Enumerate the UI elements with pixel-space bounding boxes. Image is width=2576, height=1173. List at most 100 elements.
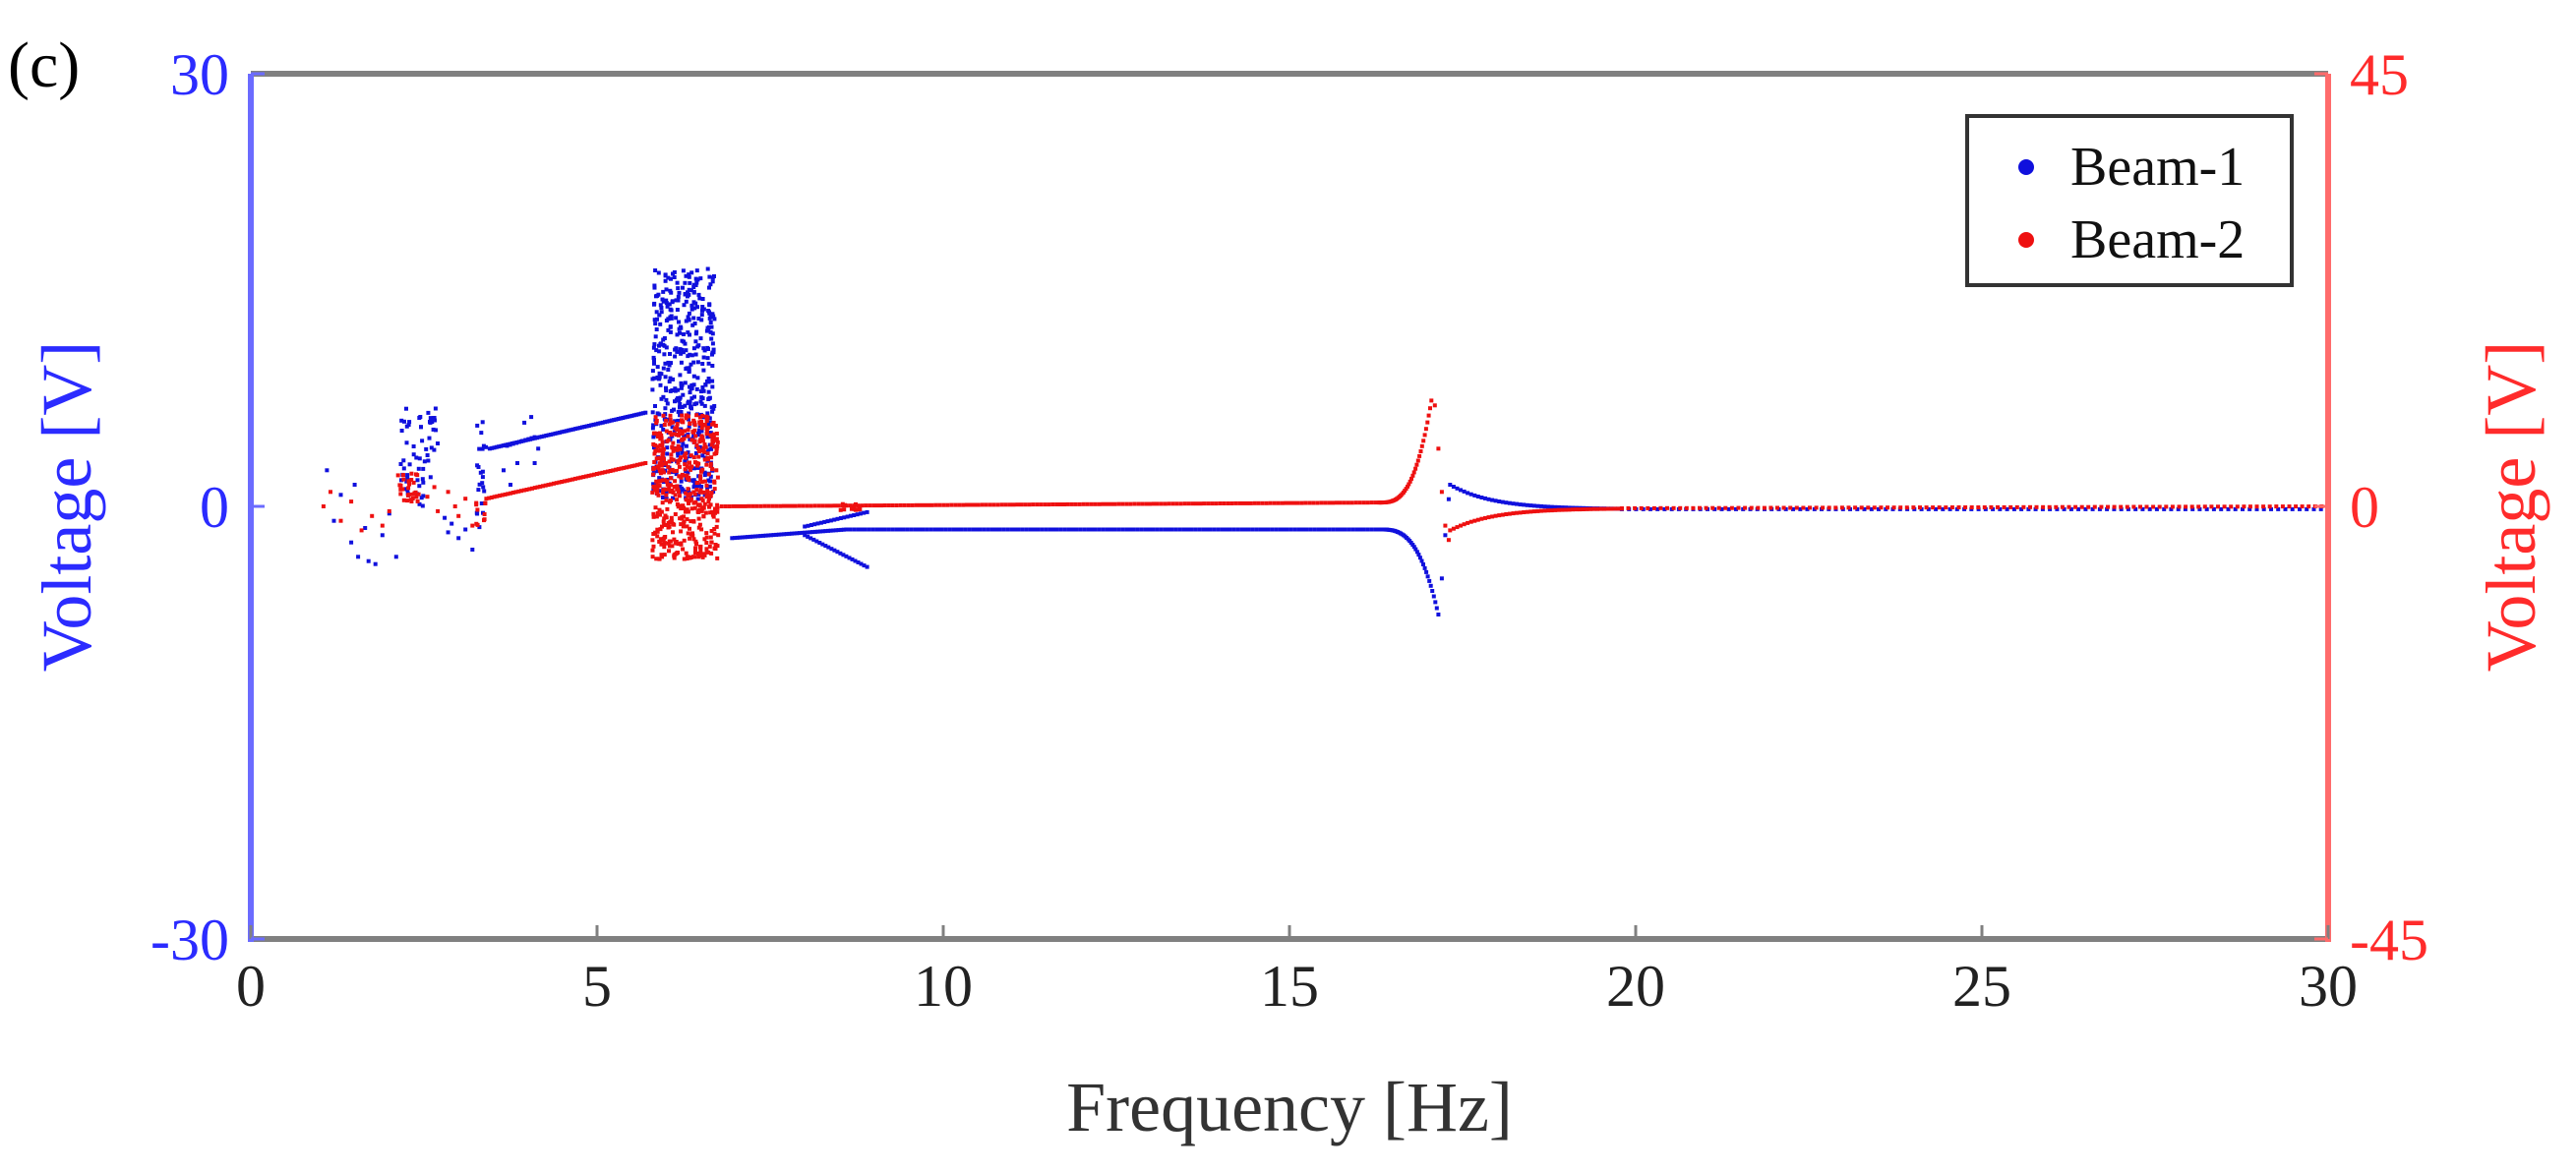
- point-beam-1: [1525, 502, 1529, 507]
- point-beam-2: [999, 502, 1004, 507]
- point-beam-2: [672, 553, 677, 557]
- point-beam-1: [331, 518, 336, 523]
- point-beam-1: [1258, 527, 1263, 532]
- point-beam-1: [859, 561, 864, 566]
- point-beam-1: [526, 437, 531, 441]
- point-beam-2: [655, 510, 660, 515]
- point-beam-2: [521, 488, 526, 493]
- point-beam-1: [2233, 506, 2238, 511]
- point-beam-1: [399, 478, 403, 483]
- point-beam-1: [1013, 527, 1017, 532]
- point-beam-2: [1879, 505, 1884, 510]
- point-beam-2: [655, 486, 660, 491]
- point-beam-1: [2055, 506, 2060, 511]
- point-beam-2: [735, 503, 740, 508]
- point-beam-1: [513, 440, 518, 445]
- point-beam-2: [676, 551, 680, 555]
- point-beam-2: [1050, 502, 1055, 506]
- point-beam-2: [1338, 500, 1343, 505]
- point-beam-1: [1941, 506, 1946, 511]
- point-beam-2: [1891, 505, 1896, 510]
- point-beam-2: [463, 497, 468, 501]
- point-beam-2: [704, 531, 709, 536]
- point-beam-1: [691, 485, 696, 490]
- point-beam-2: [2254, 504, 2259, 509]
- point-beam-2: [1132, 501, 1137, 506]
- point-beam-1: [2241, 506, 2245, 511]
- point-beam-2: [1140, 501, 1145, 506]
- point-beam-1: [677, 290, 682, 295]
- point-beam-1: [651, 423, 656, 428]
- point-beam-1: [629, 413, 634, 418]
- point-beam-1: [842, 515, 847, 520]
- point-beam-2: [1346, 500, 1350, 505]
- point-beam-1: [1422, 565, 1427, 570]
- point-beam-2: [321, 504, 326, 508]
- point-beam-2: [629, 464, 634, 469]
- point-beam-1: [1431, 594, 1436, 599]
- point-beam-2: [689, 519, 693, 524]
- point-beam-1: [535, 436, 540, 440]
- point-beam-1: [936, 527, 940, 532]
- point-beam-1: [705, 411, 710, 416]
- point-beam-2: [875, 503, 879, 508]
- point-beam-2: [682, 538, 687, 543]
- point-beam-2: [1011, 502, 1016, 507]
- point-beam-2: [2112, 504, 2117, 509]
- point-beam-1: [605, 419, 610, 424]
- point-beam-1: [591, 422, 596, 427]
- point-beam-1: [562, 429, 567, 434]
- point-beam-1: [681, 441, 686, 446]
- point-beam-1: [2211, 506, 2216, 511]
- point-beam-1: [401, 466, 406, 471]
- point-beam-2: [1422, 433, 1427, 438]
- point-beam-1: [1475, 495, 1480, 499]
- point-beam-2: [661, 450, 666, 455]
- left-y-tick-label: 0: [200, 475, 229, 540]
- point-beam-1: [693, 276, 698, 281]
- point-beam-1: [539, 435, 544, 440]
- point-beam-2: [682, 557, 687, 561]
- point-beam-2: [398, 483, 403, 488]
- point-beam-2: [702, 537, 707, 542]
- point-beam-2: [697, 503, 702, 507]
- point-beam-2: [693, 434, 698, 439]
- point-beam-1: [1497, 499, 1502, 503]
- point-beam-2: [704, 547, 709, 552]
- point-beam-2: [715, 444, 720, 448]
- point-beam-2: [685, 464, 689, 469]
- point-beam-1: [779, 532, 784, 537]
- point-beam-2: [1043, 502, 1048, 507]
- point-beam-1: [865, 564, 869, 569]
- point-beam-1: [659, 310, 664, 315]
- point-beam-2: [1937, 505, 1942, 510]
- point-beam-2: [805, 503, 809, 508]
- point-beam-2: [1483, 515, 1487, 520]
- point-beam-2: [1081, 501, 1086, 506]
- point-beam-2: [1560, 507, 1565, 512]
- point-beam-1: [2247, 506, 2252, 511]
- point-beam-2: [1101, 501, 1106, 506]
- point-beam-2: [659, 436, 664, 440]
- point-beam-2: [698, 548, 703, 553]
- point-beam-1: [706, 347, 710, 351]
- point-beam-1: [1316, 527, 1321, 532]
- point-beam-1: [686, 450, 690, 455]
- point-beam-1: [704, 328, 709, 333]
- point-beam-2: [661, 446, 666, 451]
- point-beam-1: [1531, 503, 1536, 508]
- point-beam-1: [417, 456, 422, 461]
- point-beam-1: [659, 306, 664, 310]
- point-beam-2: [2242, 504, 2247, 509]
- point-beam-2: [650, 548, 655, 553]
- point-beam-1: [852, 513, 857, 517]
- point-beam-2: [1455, 525, 1460, 530]
- point-beam-1: [684, 443, 689, 448]
- point-beam-2: [692, 420, 697, 425]
- point-beam-2: [857, 504, 862, 509]
- point-beam-1: [684, 348, 689, 353]
- point-beam-1: [2076, 506, 2081, 511]
- point-beam-2: [739, 503, 744, 508]
- point-beam-1: [569, 428, 573, 433]
- point-beam-2: [651, 485, 656, 489]
